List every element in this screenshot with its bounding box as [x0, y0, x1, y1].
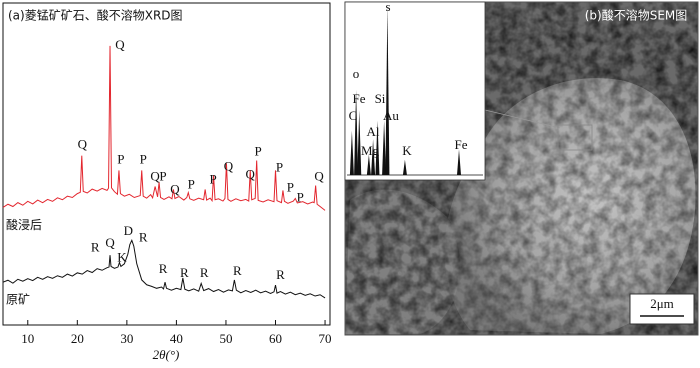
series-line [2, 45, 326, 211]
x-tick-label: 50 [219, 331, 232, 346]
peak-label: R [200, 265, 209, 280]
peak-label: R [139, 229, 148, 244]
eds-label: o [353, 66, 360, 81]
peak-label: P [117, 151, 124, 166]
eds-label: Mg [361, 143, 380, 158]
x-tick-label: 30 [120, 331, 133, 346]
peak-label: D [124, 223, 133, 238]
eds-label: C [349, 108, 358, 123]
peak-label: R [180, 265, 189, 280]
peak-label: P [255, 143, 262, 158]
peak-label: Q [170, 181, 180, 196]
eds-peak [382, 120, 387, 175]
peak-label: K [117, 249, 127, 264]
eds-label: K [402, 143, 412, 158]
eds-peak [371, 139, 376, 175]
peak-label: P [287, 179, 294, 194]
series-line [2, 238, 326, 299]
x-axis-label: 2θ(°) [153, 347, 180, 362]
peak-label: Q [314, 169, 324, 184]
peak-label: Q [150, 169, 160, 184]
eds-label: Al [367, 124, 380, 139]
peak-label: P [209, 171, 216, 186]
eds-peak [349, 130, 354, 175]
x-tick-label: 70 [319, 331, 332, 346]
peak-label: P [140, 151, 147, 166]
peak-label: R [91, 239, 100, 254]
zoom-box [557, 124, 593, 151]
peak-label: P [188, 177, 195, 192]
eds-label: s [385, 0, 390, 14]
eds-label: Si [375, 91, 386, 106]
peak-label: Q [246, 167, 256, 182]
sem-title: (b)酸不溶物SEM图 [585, 8, 688, 23]
chart-title: (a)菱锰矿矿石、酸不溶物XRD图 [8, 8, 183, 23]
eds-label: Au [383, 108, 399, 123]
peak-label: R [276, 267, 285, 282]
peak-label: R [159, 261, 168, 276]
peak-label: P [159, 169, 166, 184]
scale-bar-box [629, 293, 695, 325]
peak-label: Q [78, 137, 88, 152]
x-tick-label: 10 [21, 331, 34, 346]
eds-peak [385, 5, 390, 175]
peak-label: Q [105, 235, 115, 250]
peak-label: Q [224, 159, 234, 174]
eds-peak [375, 120, 380, 175]
scale-bar-label: 2μm [650, 296, 674, 311]
x-tick-label: 60 [269, 331, 282, 346]
series-label: 原矿 [6, 293, 30, 307]
eds-inset [344, 1, 486, 181]
peak-label: P [297, 189, 304, 204]
peak-label: P [276, 159, 283, 174]
peak-label: R [233, 263, 242, 278]
eds-label: Fe [455, 137, 468, 152]
eds-peak [402, 159, 407, 175]
eds-peak [457, 149, 461, 175]
x-tick-label: 20 [71, 331, 84, 346]
zoom-line [484, 109, 561, 129]
eds-label: Fe [353, 91, 366, 106]
eds-peak [366, 154, 371, 175]
eds-peak [354, 90, 359, 175]
eds-peak [357, 110, 362, 175]
x-tick-label: 40 [170, 331, 183, 346]
series-label: 酸浸后 [6, 217, 42, 232]
peak-label: Q [115, 37, 125, 52]
plot-frame [2, 2, 331, 326]
